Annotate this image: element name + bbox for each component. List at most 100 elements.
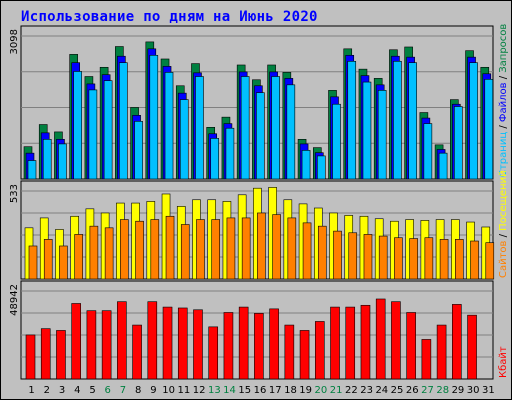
- x-tick-label-day-14: 14: [223, 385, 236, 396]
- x-tick-label-day-29: 29: [452, 385, 465, 396]
- bar-traffic-day-27: [421, 339, 432, 380]
- bar-pages-day-19: [301, 150, 311, 180]
- bar-traffic-day-16: [254, 313, 264, 380]
- x-tick-label-day-6: 6: [105, 385, 111, 396]
- bar-sites-day-24: [378, 235, 388, 280]
- bar-pages-day-17: [271, 76, 280, 180]
- bar-traffic-day-3: [56, 330, 66, 380]
- bar-sites-day-25: [394, 237, 403, 280]
- bar-sites-day-20: [317, 225, 327, 280]
- bar-traffic-day-20: [314, 321, 325, 380]
- bar-pages-day-31: [484, 78, 494, 180]
- x-tick-label-day-18: 18: [284, 385, 297, 396]
- bar-sites-day-12: [196, 219, 205, 280]
- chart-title: Использование по дням на Июнь 2020: [21, 9, 318, 25]
- bar-sites-day-22: [348, 232, 358, 280]
- bar-pages-day-30: [469, 62, 478, 180]
- bar-pages-day-26: [408, 62, 417, 180]
- bar-pages-day-24: [377, 90, 387, 180]
- bar-sites-day-26: [409, 238, 418, 280]
- bar-traffic-day-9: [147, 301, 158, 380]
- x-tick-label-day-21: 21: [330, 385, 343, 396]
- bar-sites-day-23: [363, 234, 373, 280]
- bar-sites-day-19: [302, 222, 312, 280]
- bar-traffic-day-17: [269, 308, 279, 380]
- x-tick-label-day-20: 20: [315, 385, 328, 396]
- bar-sites-day-28: [439, 239, 449, 280]
- x-tick-label-day-8: 8: [135, 385, 141, 396]
- legend-entry: Файлов: [498, 82, 509, 122]
- bar-pages-day-13: [210, 138, 220, 180]
- bar-traffic-day-18: [284, 324, 295, 380]
- bar-sites-day-21: [333, 230, 342, 280]
- x-tick-label-day-27: 27: [421, 385, 434, 396]
- bar-pages-day-7: [119, 62, 128, 180]
- x-tick-label-day-9: 9: [150, 385, 156, 396]
- x-tick-label-day-10: 10: [162, 385, 175, 396]
- bar-sites-day-13: [211, 219, 221, 280]
- bar-pages-day-29: [454, 106, 463, 180]
- bar-pages-day-9: [149, 54, 159, 180]
- bar-sites-day-18: [287, 217, 297, 280]
- bar-traffic-day-1: [25, 334, 36, 380]
- bar-sites-day-16: [257, 212, 266, 280]
- bar-pages-day-23: [362, 81, 372, 180]
- bar-traffic-day-14: [223, 312, 234, 380]
- bar-pages-day-10: [164, 72, 174, 180]
- x-tick-label-day-5: 5: [89, 385, 95, 396]
- bar-sites-day-14: [226, 217, 236, 280]
- bar-pages-day-6: [103, 80, 113, 180]
- bar-pages-day-11: [179, 99, 189, 180]
- bar-sites-day-29: [455, 239, 464, 280]
- legend-entry: Посещений: [498, 170, 509, 230]
- bar-traffic-day-10: [162, 306, 173, 380]
- bar-sites-day-7: [120, 219, 129, 280]
- panel-scale-label: 533: [9, 184, 20, 203]
- bar-sites-day-9: [150, 219, 160, 280]
- bar-traffic-day-13: [208, 326, 219, 380]
- x-tick-label-day-23: 23: [360, 385, 373, 396]
- x-tick-label-day-11: 11: [178, 385, 191, 396]
- panel-scale-label: 3098: [9, 29, 20, 54]
- bar-pages-day-12: [195, 76, 204, 180]
- x-tick-label-day-13: 13: [208, 385, 221, 396]
- x-tick-label-day-16: 16: [254, 385, 267, 396]
- legend-entry: Сайтов: [498, 240, 509, 278]
- bar-sites-day-31: [485, 242, 495, 280]
- x-tick-label-day-7: 7: [120, 385, 126, 396]
- bar-pages-day-25: [393, 60, 402, 180]
- x-tick-label-day-3: 3: [59, 385, 65, 396]
- bar-traffic-day-15: [238, 306, 249, 380]
- x-tick-label-day-2: 2: [44, 385, 50, 396]
- bar-traffic-day-22: [345, 306, 356, 380]
- bar-sites-day-2: [43, 239, 53, 280]
- bar-traffic-day-6: [101, 310, 112, 380]
- bar-traffic-day-2: [40, 328, 51, 380]
- bar-pages-day-22: [347, 60, 357, 180]
- bar-traffic-day-4: [71, 303, 81, 380]
- bar-pages-day-14: [225, 127, 235, 180]
- bar-sites-day-5: [89, 225, 99, 280]
- x-tick-label-day-17: 17: [269, 385, 282, 396]
- x-tick-label-day-22: 22: [345, 385, 358, 396]
- bar-traffic-day-12: [193, 309, 203, 380]
- bar-traffic-day-26: [406, 312, 416, 380]
- bar-pages-day-4: [73, 71, 82, 180]
- bar-pages-day-21: [332, 103, 341, 180]
- bar-pages-day-20: [316, 155, 326, 180]
- bar-sites-day-4: [74, 234, 83, 280]
- bar-pages-day-2: [42, 139, 52, 180]
- bar-sites-day-17: [272, 214, 281, 280]
- x-tick-label-day-30: 30: [467, 385, 480, 396]
- bar-traffic-day-8: [132, 324, 142, 380]
- x-tick-label-day-25: 25: [391, 385, 404, 396]
- x-tick-label-day-19: 19: [299, 385, 312, 396]
- bar-traffic-day-23: [360, 304, 371, 380]
- bar-pages-day-16: [256, 92, 265, 180]
- bar-traffic-day-30: [467, 314, 477, 380]
- bar-sites-day-3: [59, 245, 68, 280]
- bar-traffic-day-7: [117, 301, 127, 380]
- bar-pages-day-15: [240, 76, 250, 180]
